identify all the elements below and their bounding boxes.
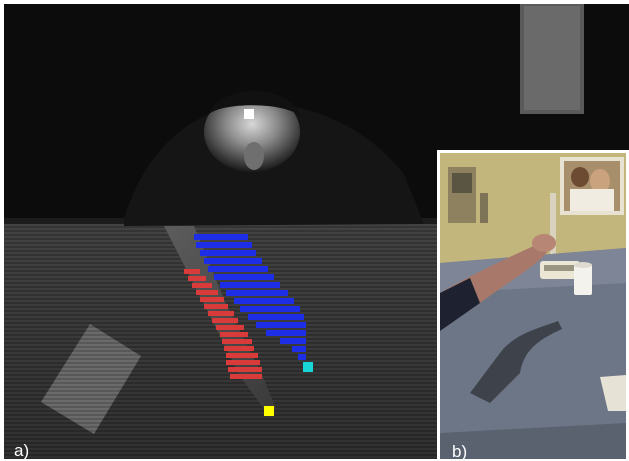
card-on-table <box>41 324 141 434</box>
head-marker <box>244 109 254 119</box>
paper-on-table <box>600 375 626 411</box>
fingertip-marker-yellow <box>264 406 274 416</box>
red-arm-segments <box>184 269 262 379</box>
arm-shadow-photo <box>470 321 562 403</box>
blue-arm-segments <box>194 234 306 360</box>
photo-image: b) <box>440 153 626 459</box>
panel-a-label: a) <box>14 441 30 459</box>
photo-table <box>440 248 626 459</box>
person-head <box>204 92 300 172</box>
panel-b-label: b) <box>452 442 468 459</box>
cup <box>574 265 592 295</box>
fingertip-marker-cyan <box>303 362 313 372</box>
photo-panel: b) <box>437 150 629 461</box>
